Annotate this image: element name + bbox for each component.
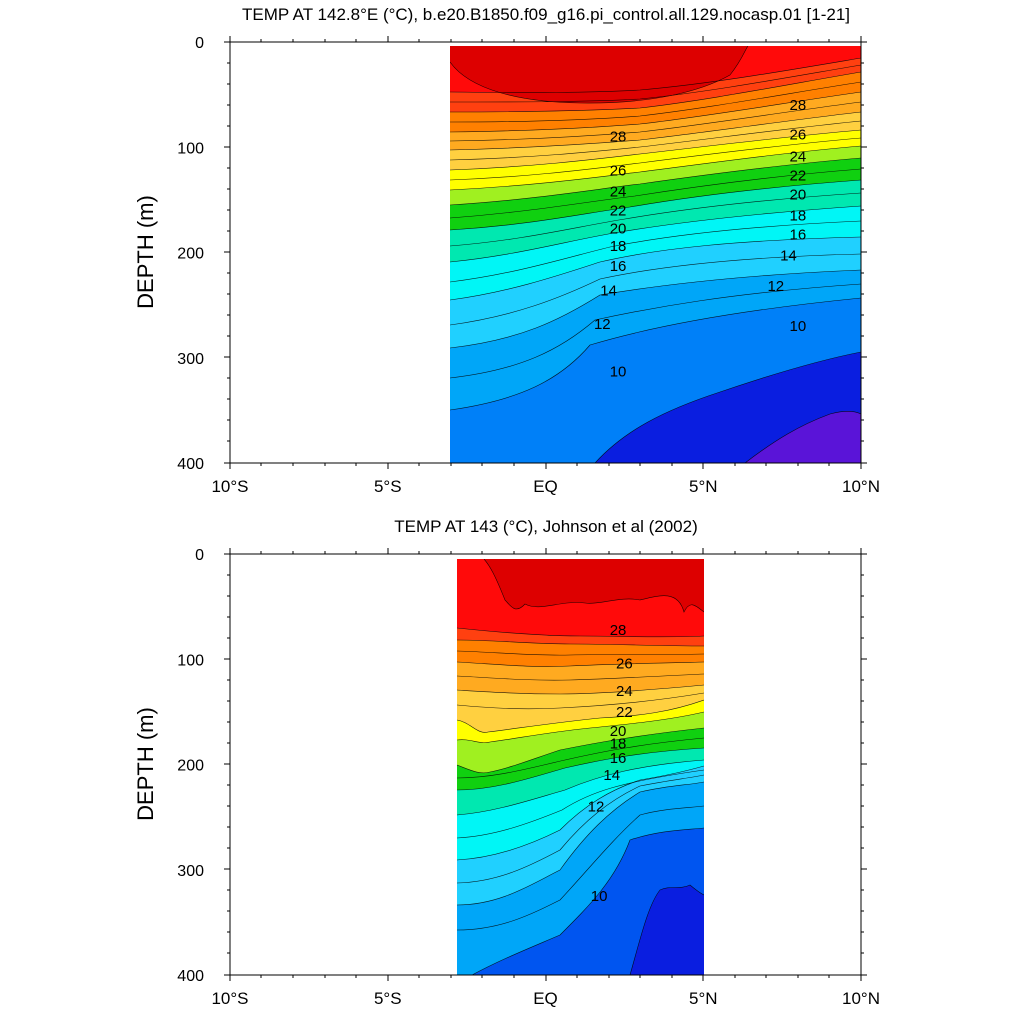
band-17 xyxy=(450,180,861,262)
contour-lines-model xyxy=(450,46,861,463)
panel-obs-ylabel: DEPTH (m) xyxy=(133,707,158,821)
band-9 xyxy=(745,411,861,463)
ytick-label: 200 xyxy=(177,246,204,263)
obs-band-20 xyxy=(457,712,704,773)
contour-label: 22 xyxy=(616,704,633,721)
contour-label: 12 xyxy=(588,799,605,816)
contour-label: 26 xyxy=(610,162,627,179)
obs-band-27 xyxy=(457,640,704,667)
contour-label: 28 xyxy=(610,622,627,639)
contour-label: 26 xyxy=(790,127,807,144)
ytick-label: 400 xyxy=(177,456,204,473)
ytick-label: 100 xyxy=(177,140,204,157)
band-25 xyxy=(450,92,861,150)
band-19 xyxy=(450,158,861,230)
panel-obs: TEMP AT 143 (°C), Johnson et al (2002) xyxy=(133,517,880,1008)
contour-label: 10 xyxy=(790,318,807,335)
ytick-label: 400 xyxy=(177,968,204,985)
panel-obs-title: TEMP AT 143 (°C), Johnson et al (2002) xyxy=(394,517,698,536)
xtick-label: 10°S xyxy=(211,477,248,496)
contour-label: 20 xyxy=(610,220,627,237)
panel-model-ytick-labels: 0 100 200 300 400 xyxy=(177,35,204,473)
contour-label: 28 xyxy=(790,97,807,114)
contour-label: 16 xyxy=(610,258,627,275)
ytick-label: 300 xyxy=(177,863,204,880)
panel-model-title: TEMP AT 142.8°E (°C), b.e20.B1850.f09_g1… xyxy=(242,5,850,24)
obs-band-21 xyxy=(457,700,704,743)
contour-label: 18 xyxy=(610,735,627,752)
contour-label: 14 xyxy=(780,248,797,265)
contour-label: 22 xyxy=(790,168,807,185)
band-21 xyxy=(450,130,861,190)
obs-band-18 xyxy=(457,728,704,790)
contour-label: 14 xyxy=(603,767,620,784)
obs-band-12 xyxy=(457,766,704,905)
band-13 xyxy=(450,237,861,348)
contour-label: 24 xyxy=(616,683,633,700)
contour-label: 10 xyxy=(591,888,608,905)
xtick-label: EQ xyxy=(533,989,558,1008)
contour-label: 18 xyxy=(610,238,627,255)
panel-obs-xtick-labels: 10°S 5°S EQ 5°N 10°N xyxy=(211,989,880,1008)
obs-band-23 xyxy=(457,685,704,733)
panel-obs-ytick-labels: 0 100 200 300 400 xyxy=(177,547,204,985)
obs-band-16 xyxy=(457,748,704,815)
contour-label: 28 xyxy=(610,129,627,146)
xtick-label: 10°S xyxy=(211,989,248,1008)
xtick-label: 10°N xyxy=(842,989,880,1008)
xtick-label: EQ xyxy=(533,477,558,496)
contour-label: 12 xyxy=(767,278,784,295)
band-11 xyxy=(450,298,861,463)
contour-label: 18 xyxy=(790,208,807,225)
band-20 xyxy=(450,146,861,205)
xtick-label: 5°N xyxy=(689,477,718,496)
band-27 xyxy=(450,72,861,132)
panel-obs-contour-field xyxy=(457,559,704,975)
contour-label: 12 xyxy=(594,316,611,333)
obs-band-14 xyxy=(457,760,704,860)
ytick-label: 0 xyxy=(195,35,204,52)
contour-label: 24 xyxy=(790,149,807,166)
contour-label: 16 xyxy=(790,227,807,244)
xtick-label: 5°S xyxy=(374,477,402,496)
band-15 xyxy=(450,206,861,300)
ytick-label: 200 xyxy=(177,758,204,775)
panel-obs-ticks xyxy=(224,548,867,981)
panel-model-ticks xyxy=(224,36,867,469)
xtick-label: 5°N xyxy=(689,989,718,1008)
contour-label: 20 xyxy=(610,723,627,740)
ytick-label: 300 xyxy=(177,351,204,368)
contour-label: 10 xyxy=(610,363,627,380)
panel-model-contour-field xyxy=(450,46,861,463)
contour-label: 22 xyxy=(610,202,627,219)
obs-band-29-5 xyxy=(484,559,704,612)
obs-band-9 xyxy=(630,885,704,975)
band-29-5 xyxy=(450,46,748,104)
obs-band-11 xyxy=(457,782,704,975)
panel-model-ylabel: DEPTH (m) xyxy=(133,195,158,309)
band-23 xyxy=(450,112,861,170)
obs-band-28 xyxy=(457,628,704,646)
contour-label: 24 xyxy=(610,183,627,200)
contour-label: 26 xyxy=(616,655,633,672)
ytick-label: 0 xyxy=(195,547,204,564)
xtick-label: 5°S xyxy=(374,989,402,1008)
obs-band-25 xyxy=(457,662,704,694)
panel-model-xtick-labels: 10°S 5°S EQ 5°N 10°N xyxy=(211,477,880,496)
contour-label: 16 xyxy=(610,750,627,767)
contour-label: 20 xyxy=(790,187,807,204)
contour-lines-obs xyxy=(457,559,704,975)
band-12 xyxy=(450,270,861,410)
xtick-label: 10°N xyxy=(842,477,880,496)
ytick-label: 100 xyxy=(177,652,204,669)
panel-model: TEMP AT 142.8°E (°C), b.e20.B1850.f09_g1… xyxy=(133,5,880,496)
contour-label: 14 xyxy=(600,282,617,299)
